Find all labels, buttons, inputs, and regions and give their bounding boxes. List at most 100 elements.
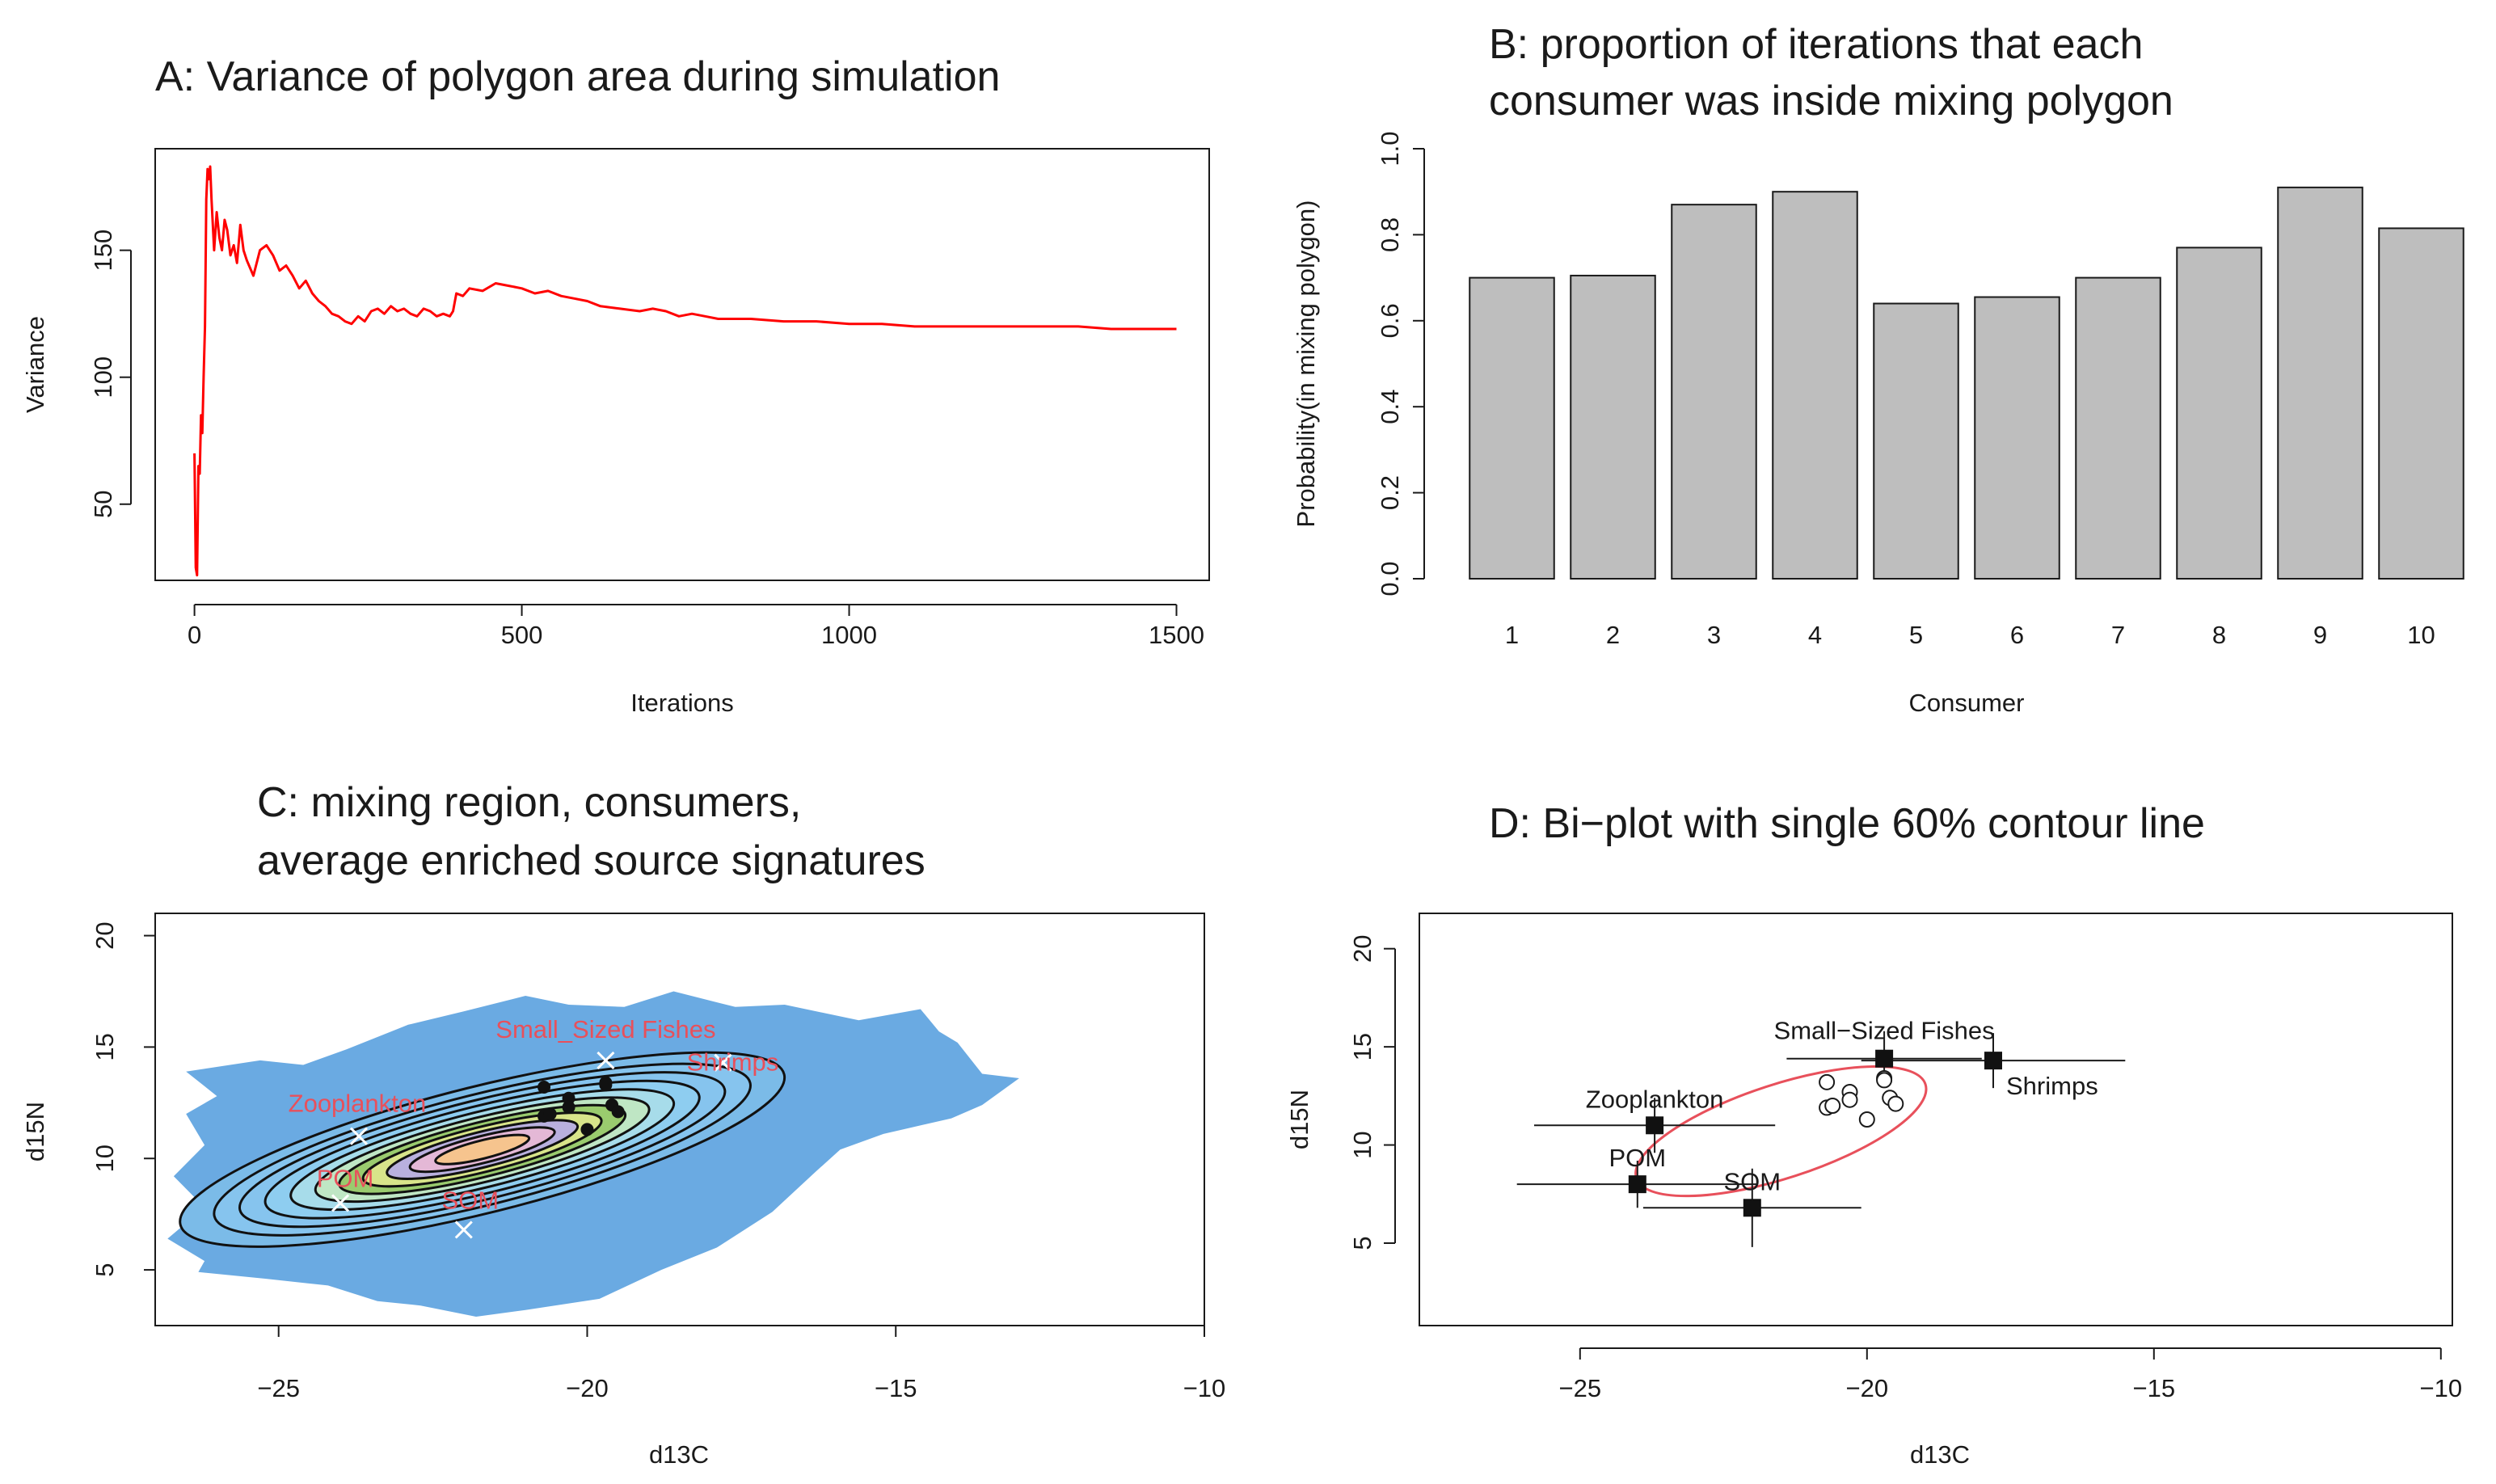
- panel-b: B: proportion of iterations that each con…: [1292, 21, 2464, 717]
- y-tick-label: 100: [89, 356, 117, 398]
- x-tick-label: −15: [875, 1374, 917, 1402]
- x-tick-label: 4: [1808, 621, 1822, 649]
- x-tick-label: −20: [1846, 1374, 1889, 1402]
- y-axis-label: Variance: [21, 316, 49, 413]
- source-marker: [1875, 1049, 1894, 1068]
- panel-c: C: mixing region, consumers, average enri…: [21, 779, 1225, 1469]
- x-tick-label: 7: [2111, 621, 2125, 649]
- y-tick-label: 150: [89, 230, 117, 272]
- x-axis-label: d13C: [649, 1440, 709, 1469]
- y-tick-label: 50: [89, 491, 117, 518]
- panel-d: D: Bi−plot with single 60% contour line −…: [1285, 800, 2462, 1469]
- y-tick-label: 0.2: [1376, 475, 1404, 510]
- y-tick-label: 1.0: [1376, 131, 1404, 166]
- y-tick-label: 15: [1348, 1033, 1377, 1060]
- chart-title-line-1: B: proportion of iterations that each: [1489, 21, 2143, 68]
- x-tick-label: 5: [1909, 621, 1923, 649]
- consumer-point: [1819, 1073, 1836, 1090]
- chart-title-line-2: consumer was inside mixing polygon: [1489, 78, 2173, 124]
- x-axis-label: Iterations: [630, 689, 734, 717]
- consumer-point: [1887, 1095, 1904, 1112]
- source-marker: [1984, 1052, 2002, 1070]
- consumer-point: [580, 1123, 594, 1136]
- consumer-point: [599, 1078, 613, 1092]
- source-label: Shrimps: [2006, 1072, 2098, 1100]
- chart-title: A: Variance of polygon area during simul…: [155, 53, 1000, 100]
- x-tick-label: −10: [2420, 1374, 2463, 1402]
- x-tick-label: 0: [188, 621, 201, 649]
- plot-frame: [1419, 913, 2453, 1326]
- x-tick-label: 9: [2313, 621, 2327, 649]
- bar-consumer-7: [2075, 276, 2161, 580]
- source-marker: [349, 1127, 369, 1145]
- y-tick-label: 0.4: [1376, 390, 1404, 424]
- chart-title-line-2: average enriched source signatures: [257, 837, 925, 884]
- y-tick-label: 0.8: [1376, 217, 1404, 252]
- y-tick-label: 0.0: [1376, 561, 1404, 596]
- plot-frame: [154, 913, 1205, 1326]
- consumer-point: [562, 1100, 576, 1114]
- bar-consumer-1: [1469, 276, 1555, 580]
- y-tick-label: 20: [91, 921, 119, 949]
- consumer-point: [1841, 1091, 1858, 1108]
- consumer-point: [1876, 1072, 1893, 1089]
- bar-consumer-3: [1671, 204, 1757, 580]
- x-tick-label: −25: [1559, 1374, 1602, 1402]
- y-tick-label: 20: [1348, 934, 1377, 962]
- chart-title: D: Bi−plot with single 60% contour line: [1489, 800, 2205, 847]
- source-label: Small−Sized Fishes: [1774, 1017, 1995, 1045]
- y-tick-label: 0.6: [1376, 303, 1404, 338]
- y-axis-label: d15N: [21, 1102, 49, 1161]
- bar-consumer-4: [1772, 191, 1858, 580]
- contour-band: [434, 1133, 531, 1166]
- x-tick-label: −25: [257, 1374, 300, 1402]
- source-marker: [1628, 1175, 1646, 1194]
- chart-title-line-1: C: mixing region, consumers,: [257, 779, 801, 826]
- y-axis-label: Probability(in mixing polygon): [1292, 200, 1320, 528]
- x-tick-label: −20: [566, 1374, 609, 1402]
- y-tick-label: 10: [91, 1145, 119, 1172]
- source-marker: [597, 1051, 615, 1070]
- consumer-point: [562, 1091, 576, 1105]
- consumer-point: [1858, 1111, 1875, 1128]
- consumer-point: [1824, 1098, 1841, 1114]
- x-tick-label: 1: [1505, 621, 1519, 649]
- source-label: Zooplankton: [289, 1090, 427, 1118]
- source-label: Small_Sized Fishes: [495, 1015, 715, 1043]
- consumer-point: [543, 1107, 557, 1121]
- panel-a: A: Variance of polygon area during simul…: [21, 53, 1210, 717]
- consumer-point: [538, 1081, 551, 1094]
- y-axis-label: d15N: [1285, 1090, 1313, 1149]
- y-tick-label: 5: [1348, 1236, 1377, 1250]
- source-marker: [1743, 1199, 1761, 1217]
- x-axis-label: Consumer: [1909, 689, 2025, 717]
- source-marker: [714, 1053, 732, 1072]
- source-label: POM: [1608, 1144, 1666, 1172]
- series-line-variance: [193, 165, 1177, 577]
- plot-area: [1516, 1031, 2126, 1247]
- y-tick-label: 15: [91, 1033, 119, 1060]
- x-tick-label: 1000: [821, 621, 877, 649]
- source-label: SOM: [1723, 1167, 1781, 1195]
- source-marker: [1646, 1116, 1664, 1135]
- bar-consumer-8: [2176, 247, 2262, 580]
- plot-frame: [154, 148, 1210, 581]
- y-tick-label: 10: [1348, 1131, 1377, 1158]
- bar-consumer-6: [1974, 296, 2060, 580]
- x-tick-label: 2: [1606, 621, 1620, 649]
- source-label: SOM: [441, 1186, 499, 1214]
- bar-consumer-5: [1873, 302, 1959, 580]
- source-label: Shrimps: [687, 1048, 779, 1077]
- x-tick-label: 10: [2407, 621, 2435, 649]
- x-axis-label: d13C: [1910, 1440, 1970, 1469]
- source-marker: [331, 1194, 350, 1212]
- source-label: POM: [317, 1164, 374, 1192]
- x-tick-label: −10: [1183, 1374, 1226, 1402]
- consumer-point: [611, 1105, 625, 1119]
- bar-consumer-9: [2277, 186, 2363, 580]
- x-tick-label: 3: [1707, 621, 1721, 649]
- y-tick-label: 5: [91, 1263, 119, 1276]
- x-tick-label: 6: [2010, 621, 2024, 649]
- x-tick-label: 8: [2212, 621, 2226, 649]
